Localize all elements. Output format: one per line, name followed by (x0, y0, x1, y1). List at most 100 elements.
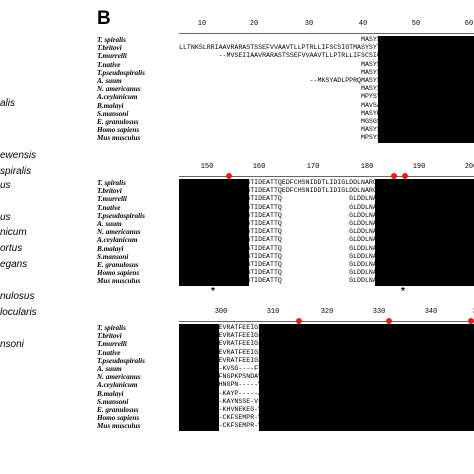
left-panel-species-list: alis ewensis spiralis us us nicum ortus … (0, 0, 90, 474)
red-site-marker (296, 318, 302, 324)
species-name: T.britovi (97, 44, 122, 53)
species-name: A.ceylanicum (97, 93, 138, 102)
species-name: T.britovi (97, 332, 122, 341)
sequence-row: PNMVTPGQA--CKFSEMPR-VLATVTALGRTVPAAVPGVV… (179, 422, 474, 430)
sequence-text: PHMVTPGQSGFNGPKPSNDAVLATVTALGRTVPAAVPGVV… (179, 373, 437, 381)
sequence-text: PNMVTPGQSCEVRATFEEIGLATVTALGRTVPAAVPGVVF… (179, 348, 437, 356)
ruler-tick-label: 20 (249, 20, 259, 28)
sequence-text: PHMVTPGQSCHNGPN-----VLATVTALGRTVPAAVPGVV… (179, 381, 437, 389)
species-name: T.murrelli (97, 195, 127, 204)
left-species-label: nsoni (0, 339, 24, 350)
species-name: B.malayi (97, 244, 124, 253)
conserved-region-shading (259, 324, 474, 431)
sequence-row: EGIIPGIKVDKGVVPLAGTIDEATTQ GLDDLNARCAQYK… (179, 253, 474, 261)
sequence-text: --MKSYADLPPRQMASYSYTLTREKEEEI (179, 76, 425, 84)
sequence-column: MASYSYTLTREKEEEI LLTNKSLRRIAAVRARASTSSEFV… (179, 36, 474, 143)
sequence-text: KGVIPGIKVDKGVVPLAGTIDEATTQ GLDDLNARCAQYK… (179, 277, 449, 285)
sequence-text: EGIIPGIKVDKGVVPLAGTIDEATTQ GLDDLNARCAQYK… (179, 252, 449, 260)
sequence-text: EGIIPGIKVDKGVVPLAGTIDEATTQ GLDDLNARCAQYK… (179, 203, 449, 211)
species-name: T.pseudospiralis (97, 68, 145, 77)
asterisk-marker: * (211, 285, 215, 297)
position-ruler: 150 160 170 180 190 200 (179, 163, 474, 179)
sequence-text: PNMVTPGQS--KAYP-----ASVTALGRTVPAAVPGVVFL… (179, 389, 437, 397)
left-species-label: spiralis (0, 166, 32, 177)
ruler-tick-label: 150 (200, 163, 214, 171)
species-name: Homo sapiens (97, 414, 140, 423)
species-name: N. americanus (97, 373, 141, 382)
species-name-column: T. spiralis T.britovi T.murrelli T.native T.… (97, 324, 182, 430)
sequence-row: PNMVTPGQSCEVRATFEEIGLATVTALGRTVPAAVPGVVF… (179, 324, 474, 332)
red-site-marker (391, 173, 397, 179)
conserved-region-shading (179, 179, 249, 286)
species-name: T.pseudospiralis (97, 356, 145, 365)
asterisk-marker: * (401, 285, 405, 297)
species-name: A. suum (97, 76, 122, 85)
species-name: Homo sapiens (97, 126, 140, 135)
sequence-row: EGIIPGIKVDKGVVPLAGTIDEATTQ GLDDLNARCAQYK… (179, 195, 474, 203)
sequence-text: EGIIPGIKVDKGVVPLAGTIDEATTQ GLDDLNARCAQYK… (179, 269, 449, 277)
species-name: S.mansoni (97, 109, 129, 118)
species-name: T. spiralis (97, 324, 126, 332)
sequence-text: PNMVTPGQSCEVRATFEEIGLATVTALGRTVPAAVPGVVF… (179, 340, 437, 348)
species-name: T. spiralis (97, 36, 126, 44)
ruler-tick-label: 310 (266, 308, 280, 316)
sequence-row: MASYSYTLTREKEEEI (179, 85, 474, 93)
species-name: A. suum (97, 219, 122, 228)
sequence-text: PNMVTPGQSCEVRATFEEIGLATVTALGRTVPAAVPGVVF… (179, 356, 437, 364)
species-name: T.native (97, 60, 121, 69)
sequence-text: MASYSYTLTREKEEEI (179, 36, 425, 43)
sequence-row: PHMVTPGQS--KHVNEKEG-VLATVTALGRTVPAAVPGVV… (179, 406, 474, 414)
sequence-text: LLTNKSLRRIAAVRARASTSSEFVVAAVTLLPTRLLIFSC… (179, 44, 417, 52)
ruler-line (179, 321, 474, 322)
sequence-row: MGSGSVAYSSTLEEI (179, 118, 474, 126)
sequence-row: MASYSYTLTREKEEEI (179, 69, 474, 77)
left-species-label: nulosus (0, 291, 35, 302)
sequence-text: MASYSYTLTREKEEEI (179, 68, 425, 76)
sequence-row: KGVIPGIKVDKGVVPLAGTIDEATTQ GLDDLNARCAQYK… (179, 277, 474, 285)
species-name: T.murrelli (97, 340, 127, 349)
sequence-row: EGIIPGIKVDKGVVPLAGTIDEATTQEDFCHSNIDDTLID… (179, 179, 474, 187)
species-name: Mus musculus (97, 422, 141, 431)
species-name: Mus musculus (97, 277, 141, 286)
sequence-text: MGSGSVAYSSTLEEI (179, 117, 421, 125)
sequence-text: MASYHYNHTFDFEEI (179, 109, 421, 117)
sequence-row: EGIIPGIKVDKGVVPLAGTIDEATTQ GLDDLNARCAQYK… (179, 212, 474, 220)
sequence-row: MASYSYTLTREKEEEI (179, 36, 474, 44)
sequence-column: PNMVTPGQSCEVRATFEEIGLATVTALGRTVPAAVPGVVF… (179, 324, 474, 431)
red-site-marker (386, 318, 392, 324)
sequence-row: MPYSYDLTREKEEEI (179, 93, 474, 101)
sequence-row: MPSYSYTLTREKEEEI (179, 134, 474, 142)
species-name: N. americanus (97, 85, 141, 94)
left-species-label: us (0, 180, 11, 191)
ruler-tick-label: 50 (411, 20, 421, 28)
sequence-text: MASYSYTLTREKEEEI (179, 60, 425, 68)
sequence-row: LLTNKSLRRIAAVRARASTSSEFVVAAVTLLPTRLLIFSC… (179, 44, 474, 52)
sequence-text: EGIIPGIKVDKGVVPLAGTIDEATTQ GLDDLNARCAQYK… (179, 195, 449, 203)
sequence-row: EGIIPGIKVDKGVVPLAGTIDEATTQ GLDDLNARCAQYK… (179, 261, 474, 269)
ruler-tick-label: 350 (473, 308, 474, 316)
conserved-region-shading (378, 36, 474, 143)
ruler-tick-label: 30 (304, 20, 314, 28)
ruler-tick-label: 60 (464, 20, 474, 28)
left-species-label: nicum (0, 227, 27, 238)
sequence-text: PNMVTPGQA--CKFSEMPR-VLATVTALGRTVPAAVPGVV… (179, 422, 433, 430)
sequence-text: MPSYSYTLTREKEEEI (179, 134, 425, 142)
left-species-label: ewensis (0, 150, 37, 161)
sequence-row: PNMVTPGQS--KAYP-----ASVTALGRTVPAAVPGVVFL… (179, 390, 474, 398)
species-name: E. granulosus (97, 260, 139, 269)
sequence-text: --MVSEIIAAVRARASTSSEFVVAAVTLLPTRLLIFSCSI… (179, 52, 449, 60)
sequence-text: EGIIPGIKVDKGVVPLAGTIDEATTQ GLDDLNARCAQYK… (179, 260, 449, 268)
ruler-tick-label: 330 (372, 308, 386, 316)
sequence-row: PHMVTPGQS--KAYNSSE-VLATVTALGRTVPAAVPGVVF… (179, 398, 474, 406)
red-site-marker (226, 173, 232, 179)
sequence-row: EGIIPGIKVDKGVVPLAGTIDEATTQ GLDDLNARCAQYK… (179, 245, 474, 253)
sequence-text: EGIIPGIKVDKGVVPLAGTIDEATTQ GLDDLNARCAQYK… (179, 211, 449, 219)
panel-label: B (97, 8, 111, 29)
sequence-row: EGIIPGIKVDKGVVPLAGTIDEATTQ GLDDLNARCAQYK… (179, 236, 474, 244)
ruler-tick-label: 10 (197, 20, 207, 28)
species-name: T.britovi (97, 187, 122, 196)
species-name: T.native (97, 203, 121, 212)
ruler-tick-label: 320 (320, 308, 334, 316)
red-site-marker (402, 173, 408, 179)
species-name: T.pseudospiralis (97, 211, 145, 220)
